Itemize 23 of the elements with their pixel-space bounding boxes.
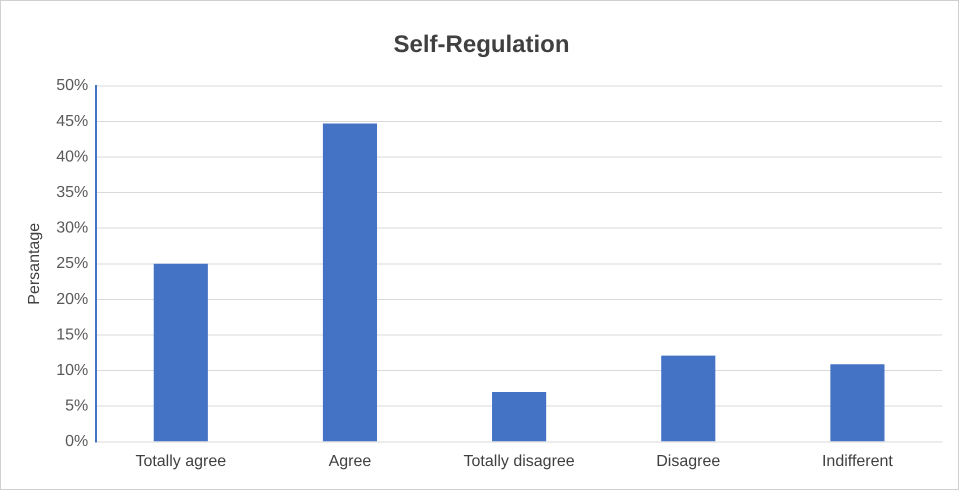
chart-title: Self-Regulation	[393, 31, 570, 58]
y-axis-title: Persantage	[26, 222, 44, 305]
y-tick-label: 5%	[65, 398, 88, 415]
x-tick-label: Indifferent	[822, 452, 894, 470]
bar	[322, 124, 378, 442]
y-tick-label: 40%	[56, 148, 88, 166]
y-tick-label: 25%	[56, 255, 88, 272]
y-tick-label: 10%	[56, 362, 88, 380]
y-tick-label: 30%	[56, 220, 88, 237]
y-tick-label: 0%	[65, 433, 88, 450]
x-tick-label: Agree	[328, 452, 372, 470]
bar	[661, 356, 716, 442]
y-tick-label: 15%	[56, 326, 88, 344]
y-tick-label: 35%	[56, 184, 88, 202]
y-tick-label: 45%	[56, 112, 88, 130]
bar	[154, 264, 208, 442]
bar	[830, 364, 884, 442]
bar	[492, 392, 546, 442]
x-tick-label: Totally disagree	[464, 452, 575, 470]
y-tick-label: 20%	[56, 290, 88, 308]
x-tick-label: Disagree	[656, 452, 720, 470]
y-tick-label: 50%	[56, 77, 88, 94]
x-tick-label: Totally agree	[135, 452, 226, 470]
